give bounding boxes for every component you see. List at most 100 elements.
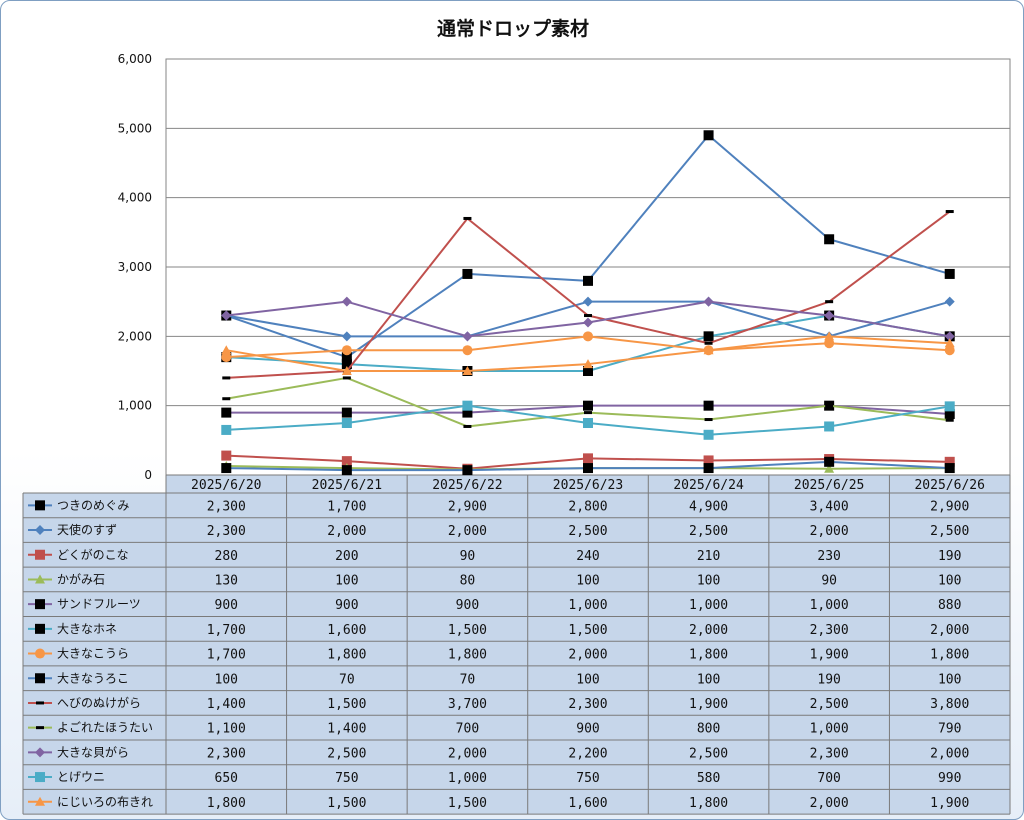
data-point — [463, 216, 472, 220]
data-label: 280 — [215, 549, 238, 564]
series-name: へびのぬけがら — [57, 695, 141, 710]
data-point — [944, 408, 955, 419]
data-label: 100 — [335, 573, 358, 588]
data-label: 2,900 — [448, 499, 487, 514]
data-point — [703, 296, 714, 307]
y-axis: 0 1,000 2,000 3,000 4,000 5,000 6,000 — [118, 52, 152, 482]
series-name: 大きなホネ — [57, 622, 117, 636]
data-label: 210 — [697, 549, 720, 564]
data-point — [583, 359, 593, 369]
data-point — [944, 296, 955, 307]
data-label: 1,900 — [930, 796, 969, 811]
data-label: 700 — [817, 771, 840, 786]
y-tick-label: 1,000 — [118, 399, 152, 413]
data-point — [945, 210, 954, 214]
data-label: 1,900 — [689, 697, 728, 712]
data-point — [341, 331, 352, 342]
data-point — [944, 338, 955, 348]
data-label: 800 — [697, 722, 720, 737]
data-label: 90 — [821, 573, 837, 588]
data-label: 2,500 — [327, 746, 366, 761]
data-point — [703, 400, 714, 411]
data-point — [824, 234, 835, 245]
data-label: 2,300 — [207, 499, 246, 514]
series-name: どくがのこな — [57, 547, 129, 562]
data-point — [462, 331, 473, 342]
data-label: 1,400 — [327, 722, 366, 737]
data-label: 190 — [817, 672, 840, 687]
data-label: 230 — [817, 549, 840, 564]
legend-key-marker — [35, 574, 45, 584]
legend-key-marker — [35, 599, 45, 610]
data-label: 100 — [576, 573, 599, 588]
series-name: 天使のすず — [57, 522, 117, 537]
data-label: 2,000 — [930, 746, 969, 761]
data-point — [222, 397, 231, 401]
data-label: 90 — [460, 549, 476, 564]
legend-key-marker — [35, 648, 45, 659]
data-label: 1,500 — [568, 623, 607, 638]
data-point — [703, 463, 714, 474]
legend-key-marker — [35, 772, 45, 783]
data-point — [221, 424, 232, 435]
data-point — [944, 331, 955, 342]
y-tick-label: 6,000 — [118, 52, 152, 66]
data-label: 1,000 — [810, 722, 849, 737]
data-point — [583, 418, 593, 428]
series-name: よごれたほうたい — [57, 720, 153, 735]
data-point — [221, 407, 232, 418]
legend-key-marker — [35, 623, 45, 634]
data-label: 2,000 — [448, 746, 487, 761]
data-point — [824, 463, 835, 473]
data-point — [221, 310, 232, 321]
table-header-bg — [166, 475, 1010, 493]
data-point — [703, 429, 714, 440]
data-label: 1,500 — [327, 796, 366, 811]
data-point — [342, 376, 351, 380]
series-name: 大きなこうら — [57, 647, 129, 661]
data-label: 3,700 — [448, 697, 487, 712]
data-label: 1,600 — [568, 796, 607, 811]
data-point — [824, 338, 835, 349]
data-label: 240 — [576, 549, 599, 564]
data-point — [341, 407, 352, 418]
data-label: 2,000 — [689, 623, 728, 638]
data-label: 2,000 — [568, 648, 607, 663]
data-label: 3,400 — [810, 499, 849, 514]
data-label: 200 — [335, 549, 358, 564]
data-point — [221, 352, 232, 363]
data-point — [341, 345, 352, 356]
y-tick-label: 5,000 — [118, 121, 152, 135]
data-label: 580 — [697, 771, 720, 786]
data-point — [341, 352, 352, 363]
data-label: 900 — [335, 598, 358, 613]
data-point — [583, 331, 593, 342]
y-tick-label: 0 — [144, 468, 152, 482]
legend-key-marker — [35, 747, 45, 758]
data-label: 100 — [697, 672, 720, 687]
data-label: 1,800 — [930, 648, 969, 663]
series-name: かがみ石 — [57, 571, 105, 586]
data-label: 900 — [576, 722, 599, 737]
data-label: 100 — [697, 573, 720, 588]
data-label: 2,500 — [810, 697, 849, 712]
data-point — [945, 418, 954, 422]
x-tick-label: 2025/6/25 — [794, 478, 864, 493]
data-label: 1,000 — [448, 771, 487, 786]
data-point — [341, 418, 352, 428]
data-label: 2,800 — [568, 499, 607, 514]
data-label: 190 — [938, 549, 961, 564]
data-point — [703, 130, 714, 141]
data-label: 2,000 — [810, 796, 849, 811]
legend-key-marker — [35, 549, 45, 560]
data-point — [462, 465, 473, 476]
data-label: 990 — [938, 771, 961, 786]
data-label: 70 — [339, 672, 355, 687]
data-label: 4,900 — [689, 499, 728, 514]
data-point — [704, 341, 713, 345]
series-name: にじいろの布きれ — [57, 795, 153, 809]
data-label: 1,800 — [327, 648, 366, 663]
data-label: 1,700 — [327, 499, 366, 514]
data-point — [584, 314, 592, 318]
